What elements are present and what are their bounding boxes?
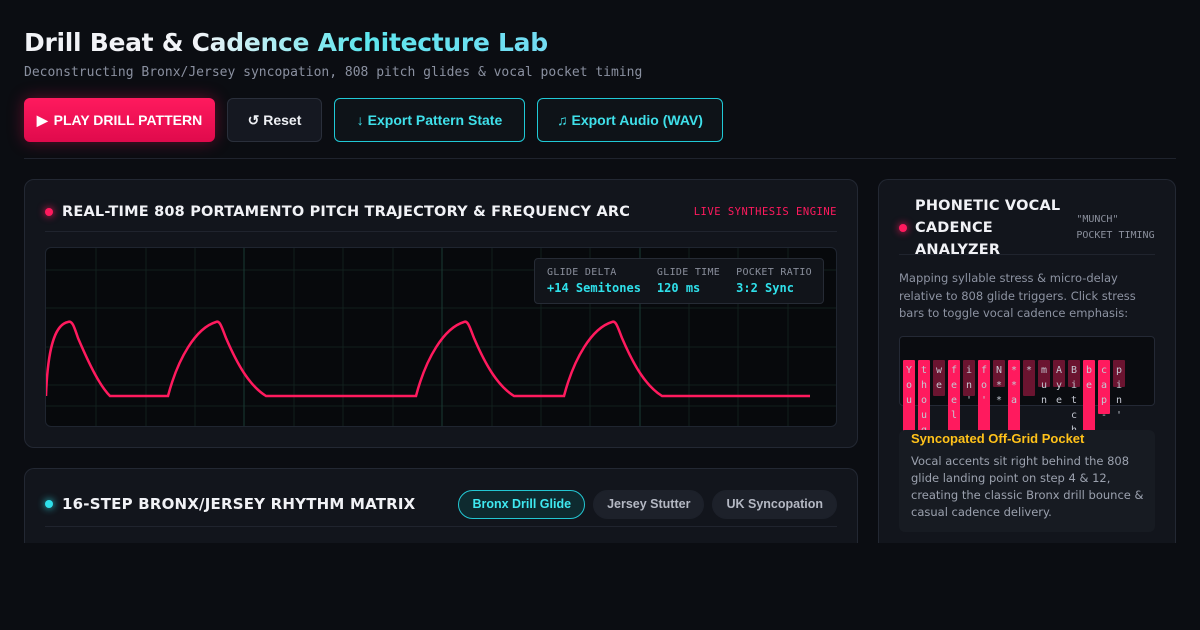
stress-bar[interactable] bbox=[1068, 360, 1080, 387]
stress-bar[interactable] bbox=[993, 360, 1005, 387]
syllable-letters: * * a bbox=[1010, 365, 1018, 406]
stress-bar[interactable] bbox=[1008, 360, 1020, 450]
stress-bar[interactable] bbox=[903, 360, 915, 441]
pitch-trajectory-panel: REAL-TIME 808 PORTAMENTO PITCH TRAJECTOR… bbox=[24, 179, 858, 448]
panel-title: 16-STEP BRONX/JERSEY RHYTHM MATRIX bbox=[62, 495, 416, 513]
readout-value: 120 ms bbox=[656, 281, 701, 295]
page-subtitle: Deconstructing Bronx/Jersey syncopation,… bbox=[24, 65, 643, 80]
rhythm-matrix-panel: 16-STEP BRONX/JERSEY RHYTHM MATRIX Bronx… bbox=[24, 468, 858, 548]
preset-bronx-drill-glide[interactable]: Bronx Drill Glide bbox=[458, 489, 586, 519]
syllable-letters: * bbox=[1025, 365, 1033, 376]
preset-uk-syncopation[interactable]: UK Syncopation bbox=[712, 489, 837, 519]
export-audio-button[interactable]: ♫ Export Audio (WAV) bbox=[537, 98, 723, 142]
play-icon: ▶ bbox=[36, 111, 48, 128]
panel-title: PHONETIC VOCAL CADENCE ANALYZER bbox=[915, 198, 1061, 258]
readout-label: GLIDE TIME bbox=[656, 267, 721, 278]
pocket-info-card bbox=[899, 430, 1155, 532]
status-dot-icon bbox=[45, 500, 53, 508]
readout-label: POCKET RATIO bbox=[736, 267, 812, 278]
play-button-label: PLAY DRILL PATTERN bbox=[53, 112, 203, 128]
readout-label: GLIDE DELTA bbox=[547, 267, 617, 278]
panel-divider bbox=[899, 254, 1155, 255]
page-title: Drill Beat & Cadence Architecture Lab bbox=[24, 28, 642, 57]
syllable-letters: f e e l bbox=[950, 365, 958, 421]
preset-chips: Bronx Drill Glide Jersey Stutter UK Sync… bbox=[458, 489, 837, 519]
syllable-letters: p i n ' bbox=[1115, 365, 1123, 421]
vocal-description: Mapping syllable stress & micro-delay re… bbox=[899, 271, 1136, 320]
page-header: Drill Beat & Cadence Architecture Lab De… bbox=[24, 28, 642, 80]
syllable-letters: B i t c h bbox=[1070, 365, 1078, 436]
toolbar: ▶ PLAY DRILL PATTERN ↺ Reset ↓ Export Pa… bbox=[24, 98, 723, 142]
stress-bar[interactable] bbox=[1053, 360, 1065, 387]
pocket-description: Vocal accents sit right behind the 808 g… bbox=[911, 454, 1144, 519]
stress-bar[interactable] bbox=[933, 360, 945, 396]
page-footer-space bbox=[0, 543, 1200, 630]
syllable-letters: Y o u bbox=[905, 365, 913, 406]
stress-bar[interactable] bbox=[1083, 360, 1095, 441]
pocket-ratio-readout: POCKET RATIO 3:2 Sync bbox=[736, 267, 812, 303]
preset-jersey-stutter[interactable]: Jersey Stutter bbox=[593, 489, 705, 519]
panel-divider bbox=[45, 231, 837, 232]
stress-bar[interactable] bbox=[1113, 360, 1125, 387]
glide-readout: GLIDE DELTA +14 Semitones GLIDE TIME 120… bbox=[534, 258, 824, 304]
syllable-letters: i n ' bbox=[965, 365, 973, 406]
readout-value: 3:2 Sync bbox=[736, 281, 794, 295]
pitch-oscilloscope: GLIDE DELTA +14 Semitones GLIDE TIME 120… bbox=[45, 247, 837, 427]
live-engine-badge: LIVE SYNTHESIS ENGINE bbox=[693, 206, 837, 218]
syllable-letters: b e bbox=[1085, 365, 1093, 391]
stress-bar[interactable] bbox=[1023, 360, 1035, 396]
status-dot-icon bbox=[45, 208, 53, 216]
pitch-trajectory-graph bbox=[46, 248, 836, 426]
syllable-letters: w e bbox=[935, 365, 943, 391]
syllable-letters: c a p - bbox=[1100, 365, 1108, 421]
header-divider bbox=[24, 158, 1176, 159]
panel-divider bbox=[45, 526, 837, 527]
readout-value: +14 Semitones bbox=[547, 281, 641, 295]
export-pattern-state-button[interactable]: ↓ Export Pattern State bbox=[334, 98, 525, 142]
pocket-timing-tag: "MUNCH" POCKET TIMING bbox=[1076, 214, 1155, 241]
play-drill-pattern-button[interactable]: ▶ PLAY DRILL PATTERN bbox=[24, 98, 215, 142]
syllable-letters: f o ' bbox=[980, 365, 988, 406]
stress-bar[interactable] bbox=[948, 360, 960, 450]
status-dot-icon bbox=[899, 224, 907, 232]
stress-bar[interactable] bbox=[978, 360, 990, 441]
syllable-letters: N * * bbox=[995, 365, 1003, 406]
glide-delta-readout: GLIDE DELTA +14 Semitones bbox=[547, 267, 641, 303]
panel-title: REAL-TIME 808 PORTAMENTO PITCH TRAJECTOR… bbox=[62, 204, 631, 220]
syllable-letters: m u n bbox=[1040, 365, 1048, 406]
vocal-cadence-panel: PHONETIC VOCAL CADENCE ANALYZER "MUNCH" … bbox=[878, 179, 1176, 554]
stress-bar[interactable] bbox=[918, 360, 930, 450]
stress-bar[interactable] bbox=[1098, 360, 1110, 414]
glide-time-readout: GLIDE TIME 120 ms bbox=[657, 267, 720, 303]
pocket-title: Syncopated Off-Grid Pocket bbox=[911, 431, 1085, 446]
reset-button[interactable]: ↺ Reset bbox=[227, 98, 322, 142]
syllable-letters: A y e bbox=[1055, 365, 1063, 406]
stress-bar[interactable] bbox=[963, 360, 975, 396]
stress-bar[interactable] bbox=[1038, 360, 1050, 387]
pitch-glide-curve bbox=[46, 320, 810, 398]
stress-bars: Y o ut h o u g h tw ef e e li n 'f o 'N … bbox=[903, 345, 1153, 466]
